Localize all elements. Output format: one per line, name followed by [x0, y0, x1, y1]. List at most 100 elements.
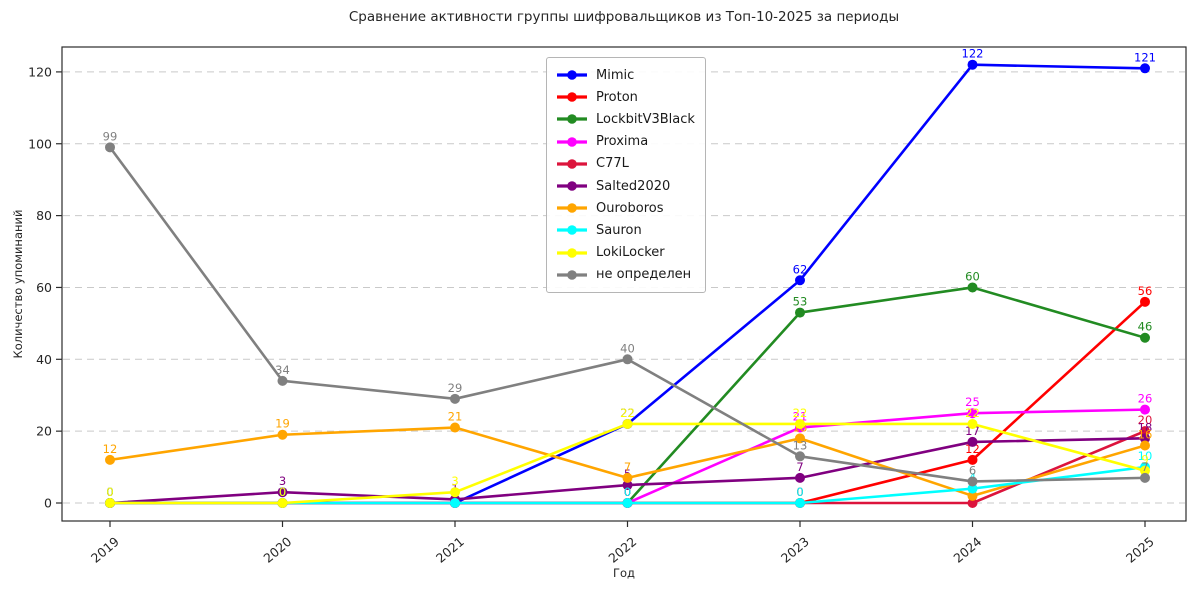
y-tick-label: 60 [36, 280, 52, 295]
value-label: 0 [106, 485, 113, 499]
data-point [1140, 296, 1150, 307]
data-point [277, 375, 288, 386]
data-point [622, 498, 633, 508]
value-label: 34 [275, 363, 290, 377]
legend-item-LokiLocker: LokiLocker [556, 242, 695, 264]
value-label: 0 [624, 485, 631, 499]
data-point [1140, 332, 1150, 343]
x-tick-label: 2021 [433, 534, 467, 566]
data-point [622, 418, 633, 429]
legend-label: Sauron [596, 222, 642, 238]
x-tick-label: 2022 [605, 534, 639, 566]
value-label: 29 [448, 381, 463, 395]
legend-item-Mimic: Mimic [556, 64, 695, 86]
data-point [1140, 472, 1150, 483]
value-label: 25 [965, 395, 980, 409]
data-point [277, 487, 288, 498]
value-label: 12 [965, 442, 980, 456]
value-label: 0 [624, 485, 631, 499]
value-label: 0 [106, 485, 113, 499]
value-label: 26 [1138, 392, 1153, 406]
data-point [967, 490, 978, 501]
value-label: 9 [1141, 453, 1148, 467]
data-point [622, 354, 633, 365]
value-label: 7 [624, 460, 631, 474]
value-label: 12 [103, 442, 118, 456]
value-label: 0 [796, 485, 803, 499]
data-point [795, 433, 805, 444]
legend-swatch-icon [557, 225, 587, 236]
legend-label: Proxima [596, 134, 649, 150]
data-point [1140, 404, 1150, 415]
data-point [1140, 426, 1150, 437]
data-point [277, 429, 288, 440]
value-label: 60 [965, 269, 980, 283]
value-label: 99 [103, 129, 118, 143]
data-point [967, 418, 978, 429]
data-point [967, 498, 978, 508]
legend-item-Ouroboros: Ouroboros [556, 197, 695, 219]
data-point [795, 498, 805, 508]
x-tick-label: 2024 [950, 534, 984, 566]
value-label: 22 [965, 406, 980, 420]
value-label: 0 [106, 485, 113, 499]
legend-item-LockbitV3Black: LockbitV3Black [556, 108, 695, 130]
x-axis-label: Год [612, 566, 635, 580]
data-point [622, 480, 633, 491]
data-point [967, 436, 978, 447]
value-label: 46 [1138, 320, 1153, 334]
legend-item-Sauron: Sauron [556, 219, 695, 241]
legend-label: Proton [596, 89, 638, 105]
legend-swatch-icon [557, 159, 587, 169]
legend-swatch-icon [557, 92, 587, 103]
data-point [105, 142, 115, 153]
data-point [622, 472, 633, 483]
legend-label: Salted2020 [596, 178, 671, 194]
data-point [795, 275, 805, 286]
data-point [1140, 63, 1150, 74]
data-point [795, 418, 805, 429]
legend-label: Mimic [596, 67, 635, 83]
value-label: 7 [796, 460, 803, 474]
data-point [450, 422, 460, 433]
value-label: 0 [796, 485, 803, 499]
legend-swatch-icon [557, 247, 587, 258]
value-label: 0 [106, 485, 113, 499]
legend-swatch-icon [557, 136, 587, 147]
value-label: 0 [796, 485, 803, 499]
data-point [795, 451, 805, 462]
value-label: 7 [1141, 460, 1148, 474]
value-label: 22 [793, 406, 808, 420]
legend-item-Proxima: Proxima [556, 131, 695, 153]
value-label: 53 [793, 295, 808, 309]
value-label: 3 [451, 474, 458, 488]
data-point [1140, 440, 1150, 451]
data-point [105, 454, 115, 465]
value-label: 0 [106, 485, 113, 499]
data-point [967, 476, 978, 487]
data-point [967, 282, 978, 293]
series-Ouroboros: 12 19 21 7 18 21 6 [103, 410, 1153, 501]
legend-label: LockbitV3Black [596, 111, 695, 127]
y-tick-label: 20 [36, 424, 52, 439]
value-label: 16 [1138, 428, 1153, 442]
value-label: 18 [1138, 420, 1153, 434]
data-point [967, 483, 978, 494]
data-point [450, 498, 460, 508]
value-label: 0 [624, 485, 631, 499]
legend-swatch-icon [557, 203, 587, 214]
legend: Mimic Proton LockbitV3Black Proxima C77L Salt… [546, 57, 706, 293]
value-label: 20 [1138, 413, 1153, 427]
y-tick-label: 40 [36, 352, 52, 367]
value-label: 3 [279, 474, 286, 488]
data-point [795, 472, 805, 483]
value-label: 6 [969, 463, 976, 477]
value-label: 121 [1134, 50, 1156, 64]
value-label: 17 [965, 424, 980, 438]
legend-swatch-icon [557, 181, 587, 191]
legend-label: C77L [596, 156, 629, 172]
value-label: 22 [620, 406, 635, 420]
value-label: 22 [620, 406, 635, 420]
legend-item-Salted2020: Salted2020 [556, 175, 695, 197]
legend-label: не определен [596, 267, 692, 283]
